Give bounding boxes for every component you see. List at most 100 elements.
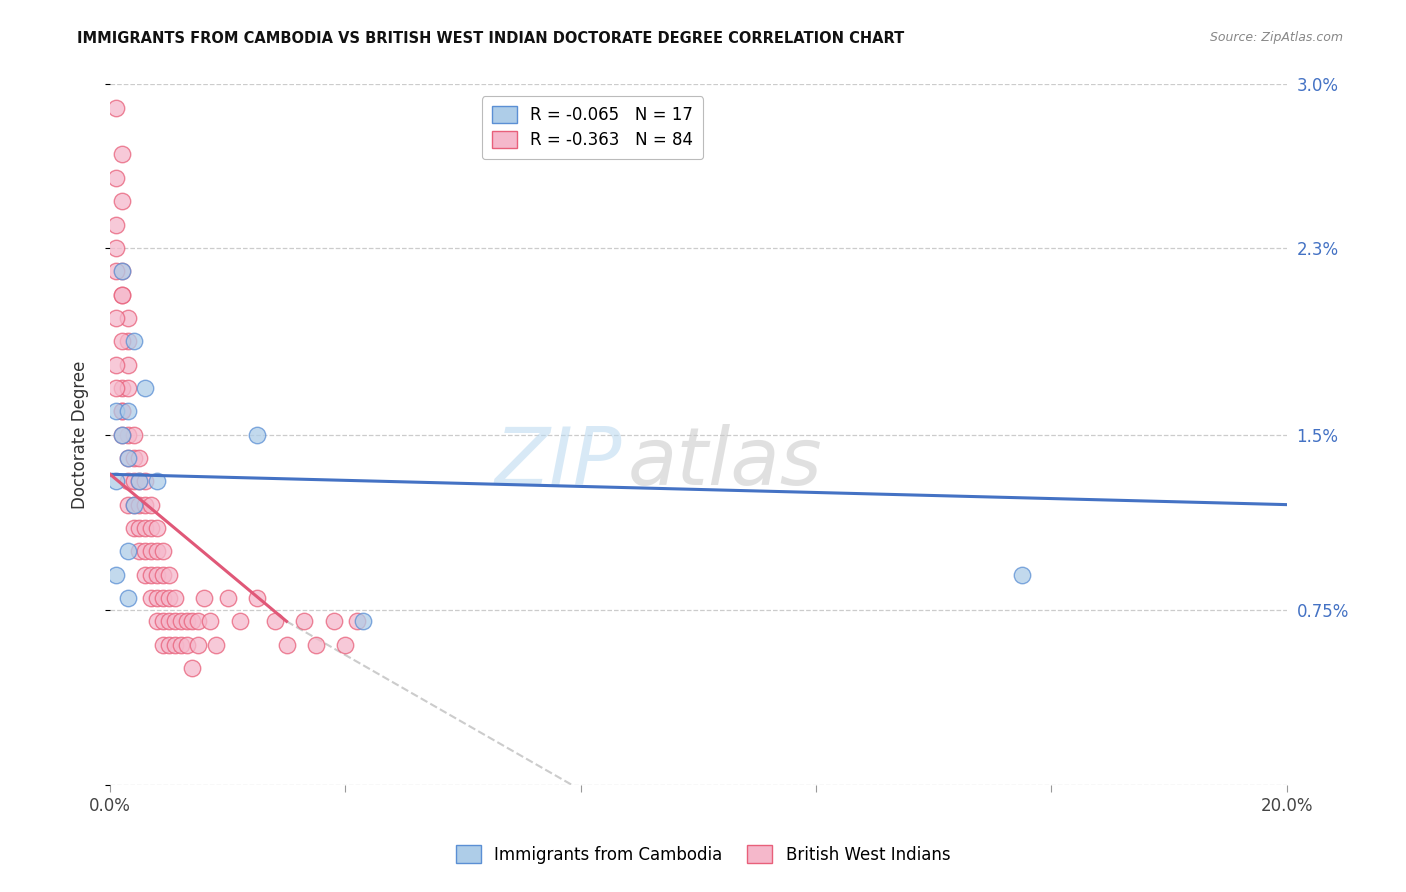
Point [111, 264, 134, 278]
Point [152, 591, 174, 605]
Point [193, 591, 215, 605]
Point [104, 170, 127, 185]
Point [128, 475, 150, 489]
Point [117, 404, 139, 418]
Point [111, 194, 134, 209]
Point [146, 567, 169, 582]
Point [141, 567, 163, 582]
Point [246, 427, 269, 442]
Point [163, 591, 186, 605]
Point [163, 638, 186, 652]
Point [104, 241, 127, 255]
Point [198, 615, 221, 629]
Point [181, 615, 204, 629]
Point [128, 450, 150, 465]
Point [134, 544, 156, 558]
Point [170, 615, 193, 629]
Point [104, 264, 127, 278]
Point [292, 615, 315, 629]
Point [117, 381, 139, 395]
Point [122, 498, 145, 512]
Point [111, 404, 134, 418]
Point [141, 544, 163, 558]
Point [122, 427, 145, 442]
Point [111, 404, 134, 418]
Text: Source: ZipAtlas.com: Source: ZipAtlas.com [1209, 31, 1343, 45]
Point [176, 638, 198, 652]
Point [117, 334, 139, 349]
Point [111, 427, 134, 442]
Point [157, 615, 180, 629]
Point [134, 498, 156, 512]
Point [176, 615, 198, 629]
Point [276, 638, 298, 652]
Point [134, 381, 156, 395]
Point [104, 101, 127, 115]
Point [104, 475, 127, 489]
Point [128, 498, 150, 512]
Text: ZIP: ZIP [495, 424, 621, 501]
Point [146, 544, 169, 558]
Point [104, 381, 127, 395]
Point [117, 498, 139, 512]
Point [111, 381, 134, 395]
Point [146, 521, 169, 535]
Point [187, 638, 209, 652]
Point [157, 638, 180, 652]
Point [141, 591, 163, 605]
Point [163, 615, 186, 629]
Point [1011, 567, 1033, 582]
Point [134, 567, 156, 582]
Point [335, 638, 357, 652]
Point [128, 475, 150, 489]
Point [228, 615, 250, 629]
Point [146, 591, 169, 605]
Point [122, 450, 145, 465]
Point [111, 147, 134, 161]
Point [111, 287, 134, 301]
Point [157, 567, 180, 582]
Point [104, 567, 127, 582]
Point [117, 475, 139, 489]
Point [134, 521, 156, 535]
Point [152, 615, 174, 629]
Point [128, 544, 150, 558]
Point [205, 638, 228, 652]
Point [141, 521, 163, 535]
Y-axis label: Doctorate Degree: Doctorate Degree [72, 360, 89, 508]
Point [104, 218, 127, 232]
Point [263, 615, 285, 629]
Point [346, 615, 368, 629]
Point [122, 475, 145, 489]
Point [122, 334, 145, 349]
Point [104, 310, 127, 325]
Point [111, 264, 134, 278]
Point [187, 615, 209, 629]
Point [181, 661, 204, 675]
Point [305, 638, 328, 652]
Point [104, 404, 127, 418]
Point [134, 475, 156, 489]
Point [122, 521, 145, 535]
Text: atlas: atlas [628, 424, 823, 501]
Point [217, 591, 239, 605]
Point [117, 450, 139, 465]
Point [128, 521, 150, 535]
Point [322, 615, 344, 629]
Point [246, 591, 269, 605]
Point [352, 615, 374, 629]
Point [117, 310, 139, 325]
Point [141, 498, 163, 512]
Point [170, 638, 193, 652]
Point [152, 638, 174, 652]
Point [146, 615, 169, 629]
Text: IMMIGRANTS FROM CAMBODIA VS BRITISH WEST INDIAN DOCTORATE DEGREE CORRELATION CHA: IMMIGRANTS FROM CAMBODIA VS BRITISH WEST… [77, 31, 904, 46]
Point [111, 287, 134, 301]
Point [111, 427, 134, 442]
Point [117, 450, 139, 465]
Point [117, 591, 139, 605]
Point [117, 427, 139, 442]
Legend: Immigrants from Cambodia, British West Indians: Immigrants from Cambodia, British West I… [449, 838, 957, 871]
Point [117, 358, 139, 372]
Point [117, 544, 139, 558]
